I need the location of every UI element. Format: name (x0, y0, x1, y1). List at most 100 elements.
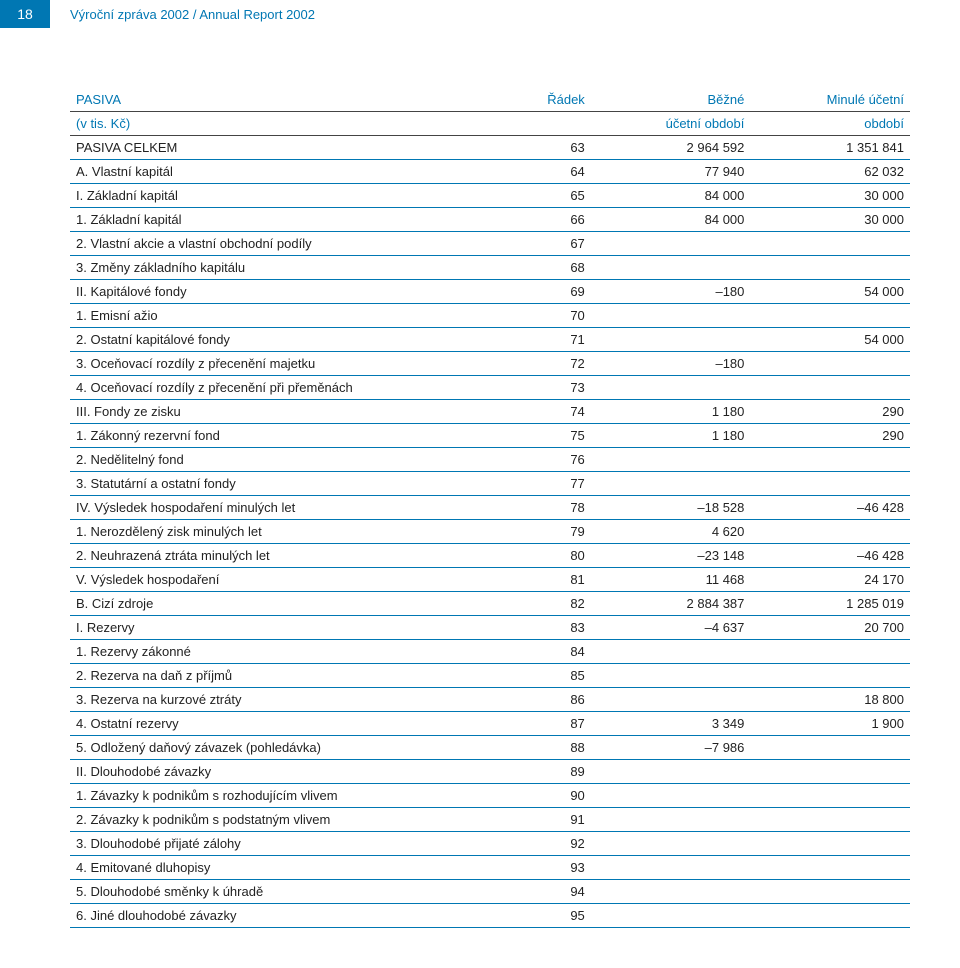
row-radek: 71 (507, 328, 591, 352)
table-row: 3. Dlouhodobé přijaté zálohy92 (70, 832, 910, 856)
row-bezne (591, 448, 751, 472)
row-minule: –46 428 (750, 496, 910, 520)
row-minule: 290 (750, 400, 910, 424)
table-row: IV. Výsledek hospodaření minulých let78 –… (70, 496, 910, 520)
row-minule (750, 376, 910, 400)
row-bezne (591, 304, 751, 328)
row-label: 2. Ostatní kapitálové fondy (70, 328, 507, 352)
table-row: 5. Odložený daňový závazek (pohledávka)8… (70, 736, 910, 760)
row-bezne (591, 760, 751, 784)
row-radek: 78 (507, 496, 591, 520)
row-minule (750, 784, 910, 808)
row-bezne (591, 328, 751, 352)
table-row: 3. Statutární a ostatní fondy77 (70, 472, 910, 496)
row-label: 2. Závazky k podnikům s podstatným vlive… (70, 808, 507, 832)
row-radek: 64 (507, 160, 591, 184)
row-bezne (591, 664, 751, 688)
row-minule (750, 856, 910, 880)
row-label: B. Cizí zdroje (70, 592, 507, 616)
row-radek: 91 (507, 808, 591, 832)
col-radek: Řádek (507, 88, 591, 112)
row-label: V. Výsledek hospodaření (70, 568, 507, 592)
table-row: II. Dlouhodobé závazky89 (70, 760, 910, 784)
row-label: 2. Rezerva na daň z příjmů (70, 664, 507, 688)
row-minule (750, 904, 910, 928)
table-header: PASIVA Řádek Běžné Minulé účetní (v tis.… (70, 88, 910, 136)
row-radek: 84 (507, 640, 591, 664)
row-label: 3. Rezerva na kurzové ztráty (70, 688, 507, 712)
row-label: 6. Jiné dlouhodobé závazky (70, 904, 507, 928)
table-row: 1. Zákonný rezervní fond751 180290 (70, 424, 910, 448)
row-radek: 68 (507, 256, 591, 280)
row-minule: 1 285 019 (750, 592, 910, 616)
row-label: 1. Závazky k podnikům s rozhodujícím vli… (70, 784, 507, 808)
row-radek: 81 (507, 568, 591, 592)
row-minule: 18 800 (750, 688, 910, 712)
table-row: 6. Jiné dlouhodobé závazky95 (70, 904, 910, 928)
row-label: 4. Emitované dluhopisy (70, 856, 507, 880)
row-label: III. Fondy ze zisku (70, 400, 507, 424)
row-minule: –46 428 (750, 544, 910, 568)
row-bezne (591, 904, 751, 928)
row-bezne (591, 808, 751, 832)
table-row: 2. Závazky k podnikům s podstatným vlive… (70, 808, 910, 832)
row-radek: 79 (507, 520, 591, 544)
row-label: 3. Oceňovací rozdíly z přecenění majetku (70, 352, 507, 376)
row-label: II. Dlouhodobé závazky (70, 760, 507, 784)
row-label: I. Základní kapitál (70, 184, 507, 208)
row-radek: 86 (507, 688, 591, 712)
row-minule (750, 448, 910, 472)
row-bezne: –4 637 (591, 616, 751, 640)
row-minule: 54 000 (750, 280, 910, 304)
row-bezne: –23 148 (591, 544, 751, 568)
row-radek: 90 (507, 784, 591, 808)
row-minule: 54 000 (750, 328, 910, 352)
table-row: III. Fondy ze zisku741 180290 (70, 400, 910, 424)
row-radek: 70 (507, 304, 591, 328)
row-minule (750, 640, 910, 664)
row-label: II. Kapitálové fondy (70, 280, 507, 304)
page-header: 18 Výroční zpráva 2002 / Annual Report 2… (0, 0, 960, 28)
pasiva-table: PASIVA Řádek Běžné Minulé účetní (v tis.… (70, 88, 910, 928)
row-bezne (591, 472, 751, 496)
row-minule (750, 304, 910, 328)
row-label: A. Vlastní kapitál (70, 160, 507, 184)
row-bezne (591, 784, 751, 808)
row-label: 3. Změny základního kapitálu (70, 256, 507, 280)
row-radek: 66 (507, 208, 591, 232)
row-radek: 69 (507, 280, 591, 304)
row-radek: 82 (507, 592, 591, 616)
table-row: 1. Závazky k podnikům s rozhodujícím vli… (70, 784, 910, 808)
table-row: A. Vlastní kapitál6477 94062 032 (70, 160, 910, 184)
table-row: 2. Nedělitelný fond76 (70, 448, 910, 472)
row-radek: 80 (507, 544, 591, 568)
row-bezne (591, 640, 751, 664)
col-minule-line1: Minulé účetní (750, 88, 910, 112)
row-label: IV. Výsledek hospodaření minulých let (70, 496, 507, 520)
row-bezne: 1 180 (591, 424, 751, 448)
row-radek: 77 (507, 472, 591, 496)
row-label: 2. Neuhrazená ztráta minulých let (70, 544, 507, 568)
row-label: 3. Dlouhodobé přijaté zálohy (70, 832, 507, 856)
row-minule (750, 256, 910, 280)
row-radek: 73 (507, 376, 591, 400)
table-row: PASIVA CELKEM632 964 5921 351 841 (70, 136, 910, 160)
row-bezne: 2 884 387 (591, 592, 751, 616)
row-minule (750, 832, 910, 856)
row-radek: 83 (507, 616, 591, 640)
row-label: 5. Odložený daňový závazek (pohledávka) (70, 736, 507, 760)
table-row: 2. Rezerva na daň z příjmů85 (70, 664, 910, 688)
row-radek: 67 (507, 232, 591, 256)
row-minule: 20 700 (750, 616, 910, 640)
row-label: 4. Oceňovací rozdíly z přecenění při pře… (70, 376, 507, 400)
row-radek: 76 (507, 448, 591, 472)
col-label-line2: (v tis. Kč) (70, 112, 507, 136)
row-minule (750, 352, 910, 376)
content-area: PASIVA Řádek Běžné Minulé účetní (v tis.… (0, 28, 960, 948)
row-minule: 62 032 (750, 160, 910, 184)
row-label: 4. Ostatní rezervy (70, 712, 507, 736)
row-bezne: –7 986 (591, 736, 751, 760)
row-minule (750, 808, 910, 832)
row-minule (750, 520, 910, 544)
row-bezne (591, 232, 751, 256)
